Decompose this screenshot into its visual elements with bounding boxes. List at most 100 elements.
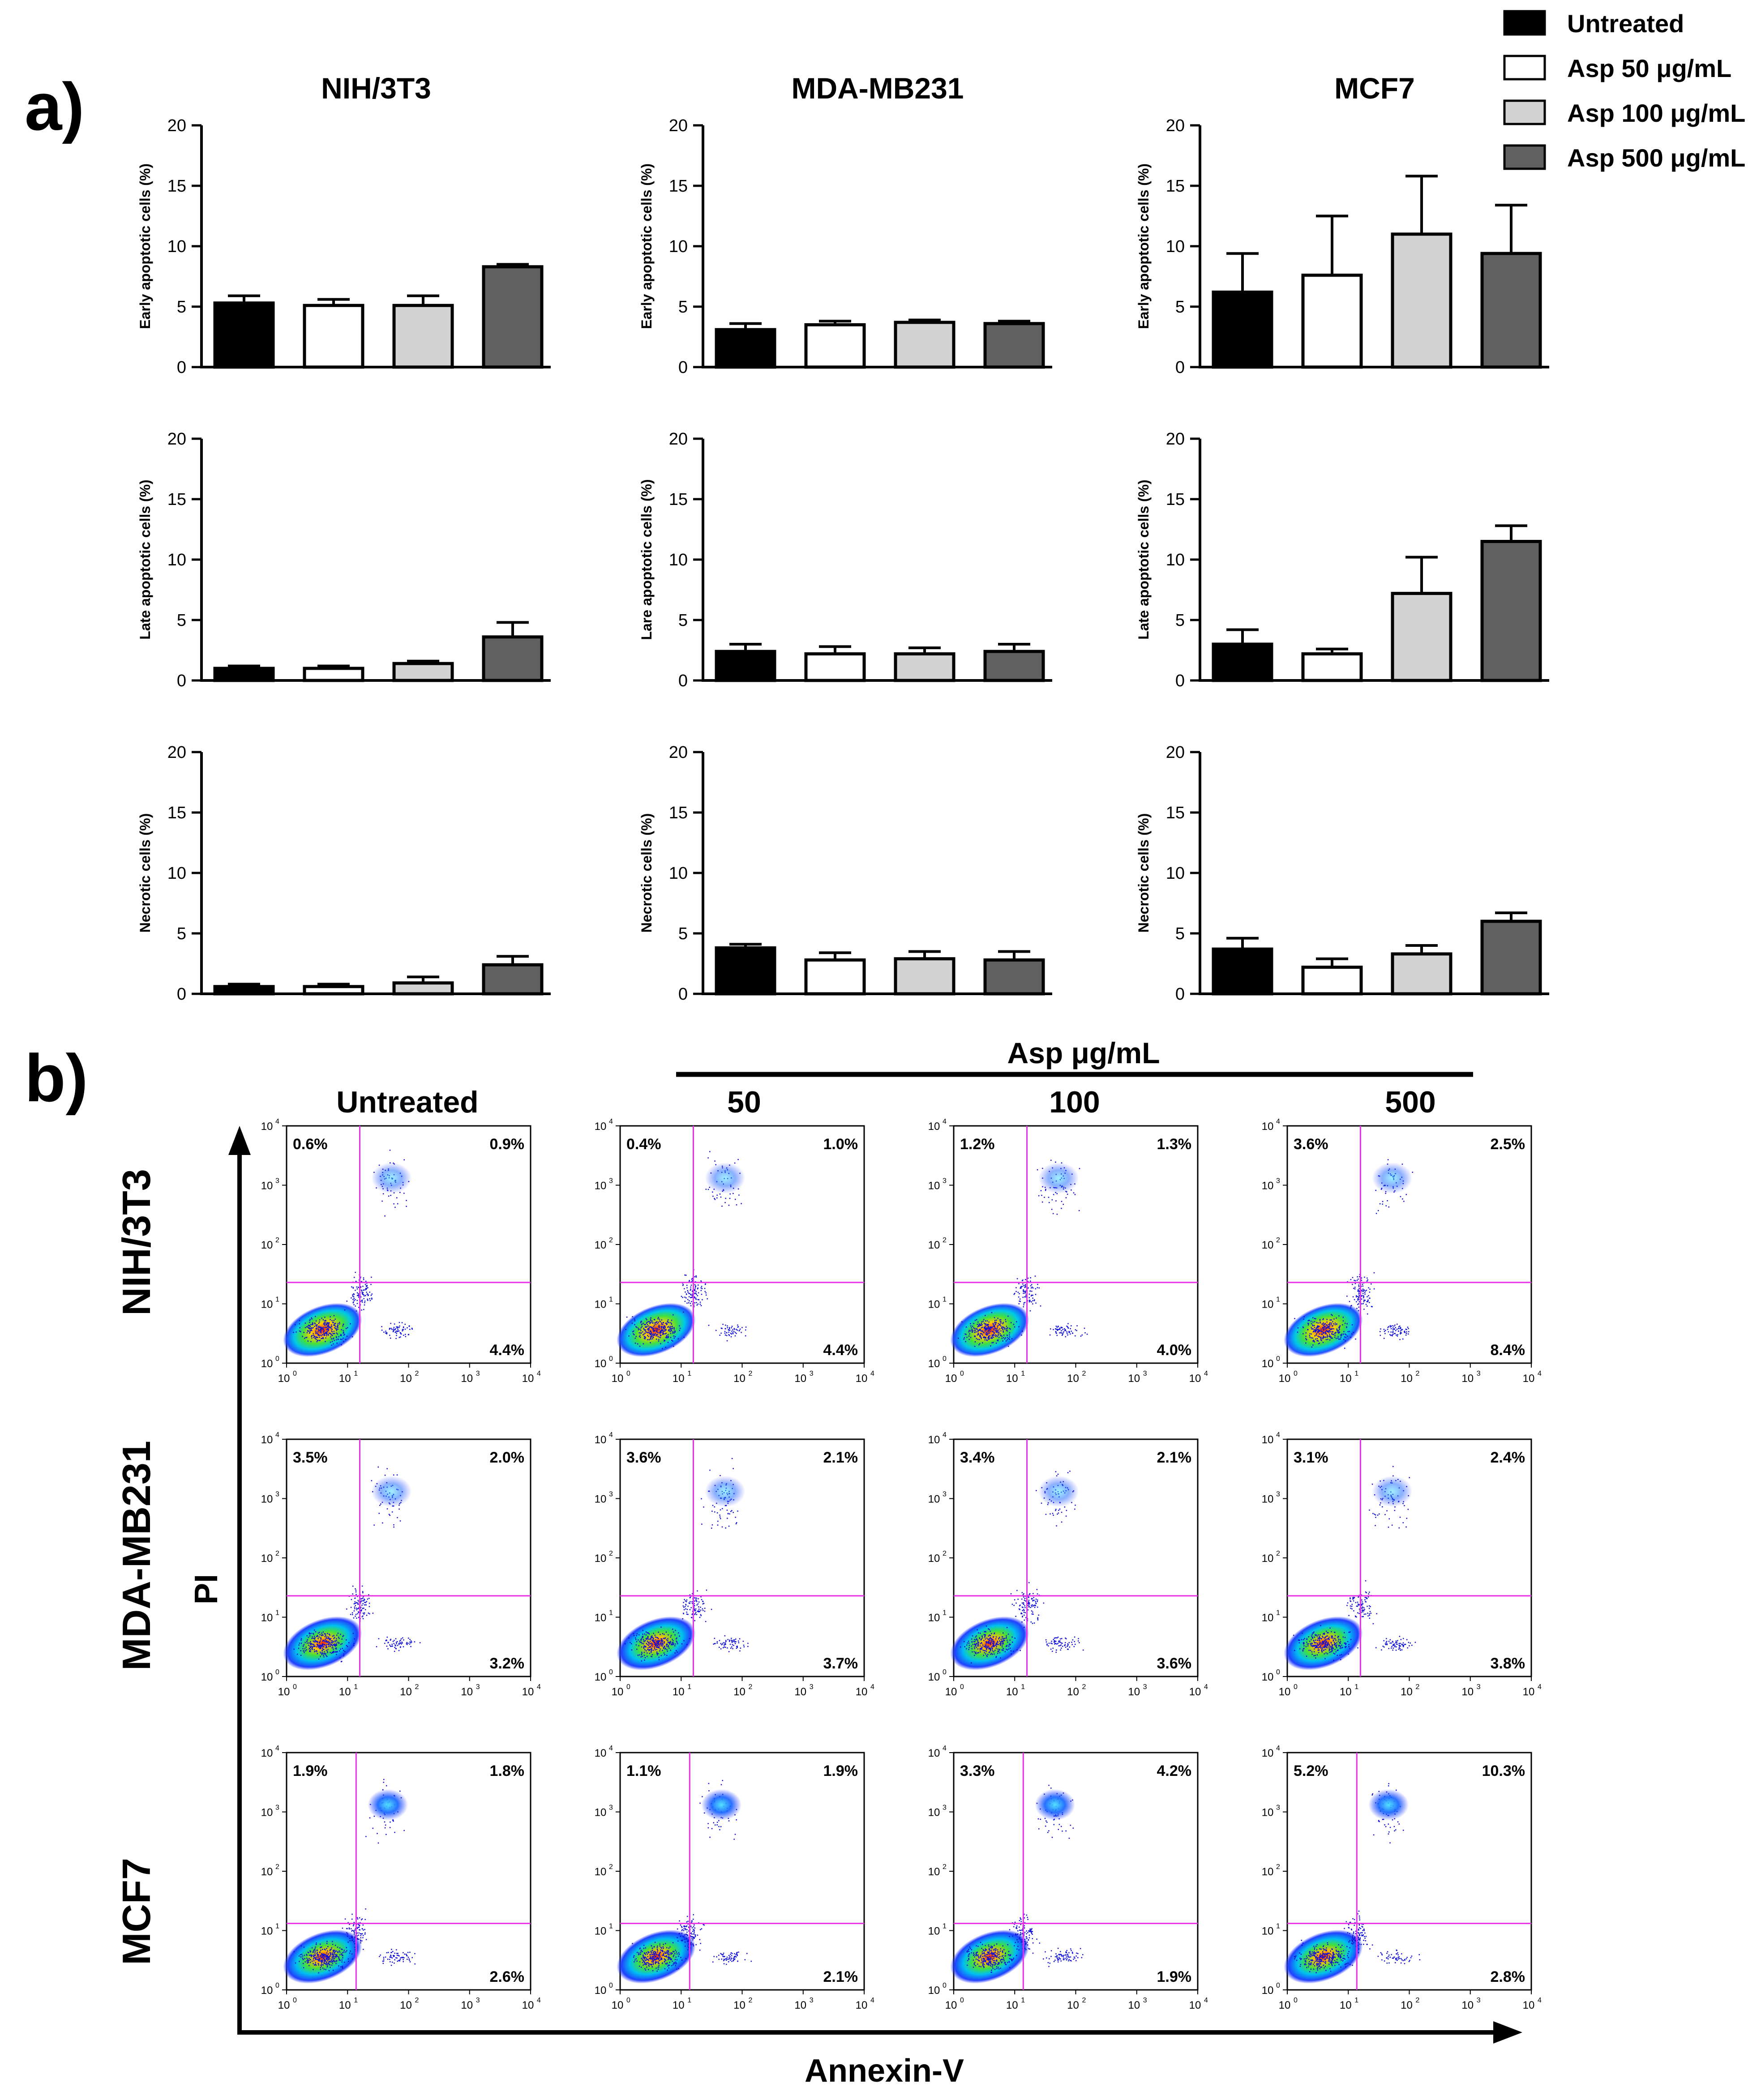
scatter-point bbox=[1321, 1323, 1323, 1325]
scatter-point bbox=[984, 1339, 985, 1341]
y-tick-label: 10 bbox=[928, 1553, 940, 1565]
scatter-point bbox=[1317, 1335, 1319, 1337]
scatter-point bbox=[318, 1330, 319, 1331]
scatter-point bbox=[352, 1287, 354, 1289]
scatter-point bbox=[699, 1611, 701, 1612]
scatter-point bbox=[1320, 1643, 1322, 1645]
scatter-point bbox=[651, 1643, 653, 1645]
scatter-point bbox=[974, 1336, 976, 1338]
scatter-point bbox=[333, 1954, 334, 1955]
scatter-point bbox=[643, 1651, 645, 1653]
scatter-point bbox=[299, 1961, 300, 1962]
scatter-point bbox=[1004, 1651, 1006, 1652]
y-tick-exponent: 1 bbox=[943, 1609, 947, 1617]
scatter-point bbox=[1354, 1288, 1356, 1290]
scatter-point bbox=[381, 1200, 383, 1202]
scatter-point bbox=[985, 1324, 986, 1326]
scatter-point bbox=[336, 1640, 338, 1641]
scatter-point bbox=[350, 1607, 352, 1608]
scatter-point bbox=[330, 1316, 331, 1317]
scatter-point bbox=[1065, 1330, 1067, 1331]
scatter-point bbox=[1411, 1645, 1413, 1646]
scatter-point bbox=[1018, 1326, 1020, 1328]
scatter-point bbox=[1323, 1641, 1324, 1642]
scatter-point bbox=[654, 1642, 656, 1643]
scatter-point bbox=[964, 1646, 965, 1647]
scatter-point bbox=[385, 1330, 386, 1332]
scatter-point bbox=[1013, 1294, 1015, 1295]
scatter-point bbox=[981, 1338, 982, 1339]
scatter-point bbox=[1036, 1490, 1037, 1491]
scatter-point bbox=[334, 1952, 335, 1954]
scatter-point bbox=[355, 1290, 356, 1291]
scatter-point bbox=[371, 1480, 373, 1481]
scatter-point bbox=[664, 1641, 665, 1642]
scatter-point bbox=[1357, 1296, 1358, 1297]
scatter-point bbox=[377, 1466, 379, 1468]
scatter-point bbox=[330, 1334, 332, 1336]
scatter-point bbox=[994, 1320, 996, 1321]
scatter-point bbox=[1387, 1159, 1389, 1160]
scatter-point bbox=[983, 1332, 985, 1333]
scatter-point bbox=[694, 1603, 695, 1604]
scatter-point bbox=[303, 1650, 304, 1652]
scatter-point bbox=[668, 1329, 669, 1330]
scatter-point bbox=[1022, 1330, 1023, 1332]
scatter-point bbox=[657, 1645, 659, 1646]
scatter-point bbox=[979, 1324, 981, 1325]
scatter-point bbox=[1067, 1643, 1069, 1645]
scatter-point bbox=[339, 1323, 340, 1325]
scatter-point bbox=[651, 1636, 652, 1638]
scatter-point bbox=[351, 1286, 352, 1287]
scatter-point bbox=[304, 1648, 306, 1650]
scatter-point bbox=[670, 1650, 671, 1651]
scatter-point bbox=[690, 1305, 692, 1307]
scatter-point bbox=[1013, 1651, 1014, 1652]
scatter-point bbox=[314, 1323, 316, 1325]
scatter-point bbox=[1328, 1332, 1330, 1333]
scatter-point bbox=[300, 1650, 302, 1651]
scatter-point bbox=[686, 1599, 688, 1601]
scatter-point bbox=[368, 1612, 369, 1614]
y-tick-label: 0 bbox=[1175, 358, 1185, 377]
scatter-point bbox=[347, 1327, 348, 1329]
scatter-point bbox=[647, 1632, 649, 1634]
scatter-point bbox=[1084, 1332, 1086, 1334]
scatter-point bbox=[700, 1596, 702, 1598]
x-tick-exponent: 3 bbox=[810, 1370, 814, 1377]
scatter-point bbox=[389, 1328, 390, 1329]
y-tick-label: 10 bbox=[595, 1180, 607, 1192]
x-tick-label: 10 bbox=[400, 1686, 412, 1698]
scatter-point bbox=[705, 1292, 707, 1294]
scatter-point bbox=[737, 1647, 738, 1648]
scatter-point bbox=[667, 1651, 668, 1652]
scatter-point bbox=[325, 1337, 326, 1339]
scatter-point bbox=[657, 1637, 658, 1638]
scatter-point bbox=[1345, 1642, 1346, 1644]
scatter-point bbox=[1357, 1647, 1358, 1649]
scatter-point bbox=[994, 1645, 996, 1646]
scatter-point bbox=[1330, 1331, 1332, 1333]
scatter-point bbox=[989, 1651, 990, 1653]
scatter-point bbox=[997, 1340, 999, 1342]
scatter-point bbox=[1350, 1279, 1352, 1280]
scatter-point bbox=[1023, 1292, 1024, 1294]
scatter-point bbox=[1323, 1649, 1325, 1651]
scatter-point bbox=[325, 1949, 326, 1950]
scatter-point bbox=[1317, 1332, 1319, 1333]
scatter-point bbox=[666, 1324, 667, 1326]
scatter-point bbox=[309, 1322, 310, 1323]
scatter-point bbox=[996, 1336, 998, 1337]
scatter-point bbox=[316, 1341, 318, 1343]
scatter-point bbox=[367, 1298, 368, 1300]
scatter-point bbox=[1010, 1647, 1011, 1649]
bar-3 bbox=[894, 321, 955, 369]
scatter-point bbox=[1344, 1347, 1345, 1349]
scatter-point bbox=[694, 1613, 696, 1615]
scatter-point bbox=[323, 1323, 325, 1325]
scatter-point bbox=[1362, 1285, 1364, 1287]
scatter-point bbox=[663, 1331, 664, 1333]
scatter-point bbox=[639, 1328, 641, 1330]
scatter-point bbox=[1332, 1331, 1333, 1333]
